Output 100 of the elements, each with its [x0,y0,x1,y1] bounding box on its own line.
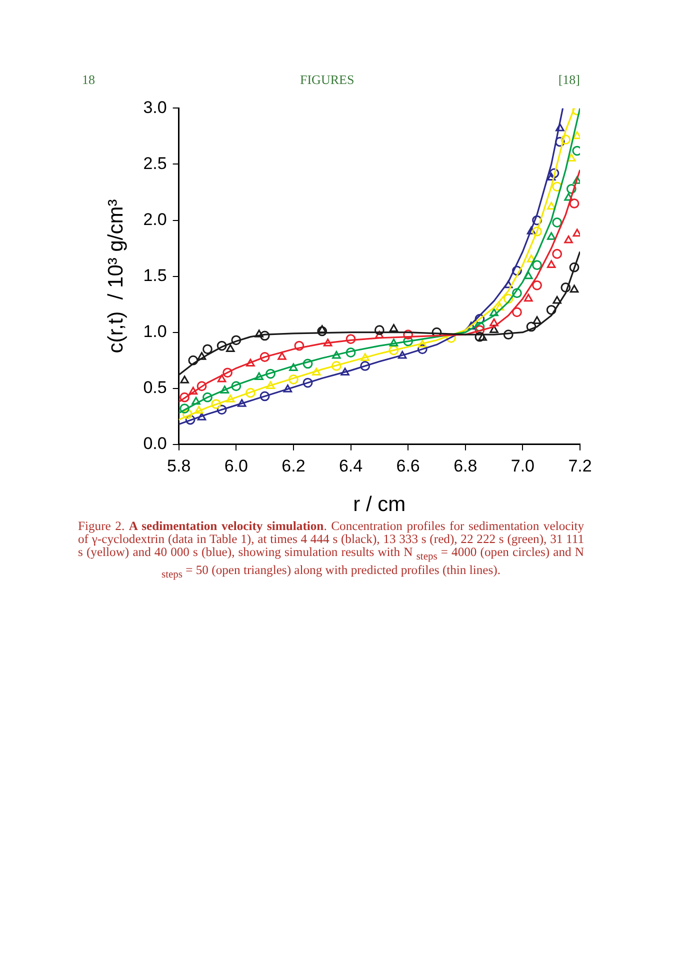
point [194,406,204,414]
point [552,218,562,228]
point [302,378,313,388]
point [564,235,573,244]
x-tick-label: 6.6 [396,456,420,476]
point [302,358,313,369]
point [398,350,407,359]
point [220,386,230,394]
point [512,266,522,276]
point [549,168,560,178]
point [526,254,536,262]
point [289,363,298,372]
y-tick-label: 2.0 [143,210,167,229]
point [389,324,398,332]
point [202,392,212,402]
point [317,326,328,336]
point [554,136,565,147]
point [217,374,226,382]
point [546,260,556,268]
point [360,353,370,361]
point [478,332,487,341]
point [237,399,246,407]
point [552,182,562,192]
point [552,296,562,304]
point [231,335,242,346]
point [216,340,227,351]
point [388,345,399,356]
point [288,374,298,384]
point [418,340,427,348]
point [474,322,485,332]
point [202,344,212,354]
point [532,215,542,226]
point [180,404,190,414]
point [556,123,564,132]
point [294,340,304,351]
point [570,284,579,293]
point [524,294,533,302]
x-tick-label: 6.4 [338,456,363,476]
point [246,388,256,398]
point [340,368,350,376]
point [222,368,232,378]
point [572,131,580,140]
point [331,361,342,371]
point [231,381,242,392]
y-tick-label: 3.0 [143,98,167,117]
point [564,192,573,201]
point [474,332,485,342]
point [254,372,264,380]
point [490,308,498,316]
point [197,352,206,360]
y-tick-label: 1.5 [143,266,167,285]
x-tick-label: 6.8 [454,456,478,476]
point [312,368,321,376]
point [532,226,542,236]
text: A sedimentation velocity simulation [128,519,324,533]
point [526,322,536,332]
point [403,336,414,346]
point [254,330,264,338]
point [226,344,235,352]
x-tick-label: 6.2 [282,456,306,476]
point [403,330,414,340]
point [188,386,198,395]
point [323,338,332,346]
point [572,228,580,237]
point [566,184,576,194]
point [332,350,341,359]
point [512,307,522,318]
point [560,282,571,292]
point [532,260,542,270]
point [211,399,222,410]
point [569,262,580,272]
point [417,344,428,354]
point [260,391,270,402]
y-tick-label: 1.0 [143,322,167,342]
point [503,294,514,304]
point [196,381,207,392]
point [180,392,190,402]
point [374,325,384,336]
text: [18] [558,72,580,88]
point [490,318,498,326]
point [546,172,556,181]
point [260,330,270,341]
point [546,232,556,240]
point [503,330,514,340]
point [532,280,542,290]
point [524,271,533,280]
point [216,404,227,415]
x-tick-label: 7.0 [510,456,535,476]
point [180,376,189,384]
point [474,314,485,324]
point [188,355,198,366]
point [226,394,235,402]
point [182,409,192,420]
point [552,248,562,259]
point [318,325,326,333]
point [346,348,356,358]
point [266,368,276,379]
point [526,226,536,234]
caption: Figure 2. [78,519,125,533]
point [572,176,580,184]
